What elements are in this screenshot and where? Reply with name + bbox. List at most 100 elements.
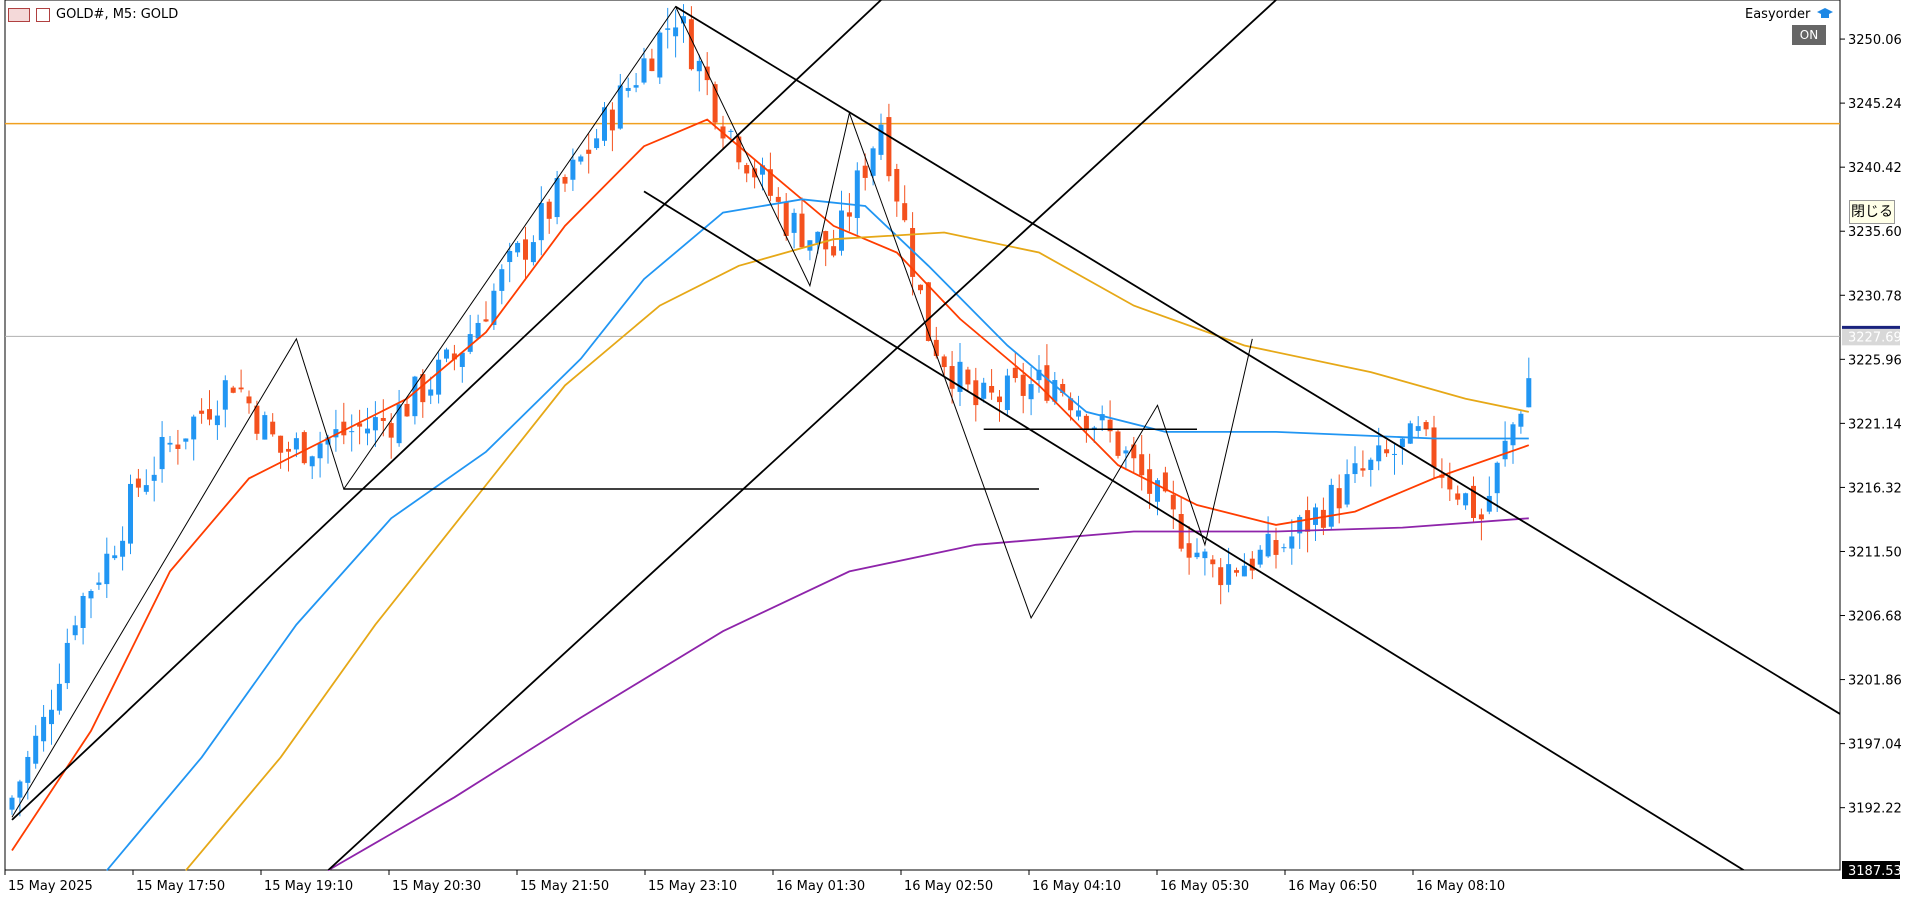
candle [1415, 416, 1421, 438]
x-tick-label: 15 May 21:50 [520, 879, 609, 894]
candle [641, 47, 647, 85]
candle [1234, 567, 1239, 577]
candle [286, 441, 291, 472]
candle [862, 153, 868, 191]
chart-title: GOLD#, M5: GOLD [8, 7, 178, 22]
candle [1494, 461, 1500, 512]
easyorder-on-button[interactable]: ON [1792, 25, 1826, 45]
candle [483, 301, 489, 323]
candle [467, 314, 473, 355]
candle [230, 385, 236, 394]
candle [1407, 420, 1413, 445]
candle [301, 430, 307, 465]
candle [436, 352, 442, 404]
candle [515, 241, 521, 257]
candle [135, 468, 141, 497]
candle [1360, 450, 1366, 477]
candle [238, 369, 244, 393]
candle [499, 264, 505, 305]
candle [791, 208, 797, 249]
candle [17, 779, 23, 817]
candle [673, 9, 679, 58]
candle [444, 347, 449, 363]
candle [412, 375, 418, 425]
candle [918, 284, 923, 295]
candle [1447, 462, 1453, 501]
candle [396, 389, 402, 447]
candle [199, 398, 205, 424]
candle [1328, 478, 1334, 531]
candle [1510, 422, 1516, 464]
candle [665, 7, 671, 49]
candle [222, 375, 228, 428]
symbol-label: GOLD#, M5: GOLD [56, 7, 179, 22]
candle [1368, 457, 1374, 487]
graduation-cap-icon [1817, 8, 1833, 18]
candle [1186, 526, 1192, 575]
candle [175, 429, 181, 465]
candle [112, 545, 118, 561]
y-tick-label: 3206.68 [1848, 610, 1902, 625]
candle [878, 113, 884, 160]
candle [1399, 437, 1405, 465]
moving-average-3 [185, 231, 1529, 871]
candle [609, 102, 615, 152]
candle [428, 376, 434, 405]
y-tick-label: 3211.50 [1848, 545, 1902, 560]
chart-window-icon [8, 7, 30, 22]
y-tick-label: 3201.86 [1848, 674, 1902, 689]
candle [420, 369, 426, 418]
y-tick-label: 3216.32 [1848, 481, 1902, 496]
candle [404, 397, 410, 417]
candle [538, 186, 544, 256]
current-price-label: 3227.69 [1848, 330, 1902, 345]
candle [1226, 547, 1232, 593]
candle [1052, 371, 1058, 405]
x-tick-label: 16 May 06:50 [1288, 879, 1377, 894]
candle [9, 795, 15, 815]
candle [1281, 543, 1287, 553]
candle [1028, 366, 1034, 416]
trend-line-1 [11, 0, 883, 821]
y-tick-label: 3225.96 [1848, 353, 1902, 368]
y-tick-label: 3250.06 [1848, 33, 1902, 48]
candle [1115, 430, 1121, 459]
y-tick-label: 3230.78 [1848, 289, 1902, 304]
candle [783, 193, 789, 241]
candle [1107, 400, 1113, 443]
candle [546, 198, 552, 234]
candle [207, 390, 212, 426]
candle [41, 704, 47, 752]
candle [214, 400, 220, 440]
candle [1455, 485, 1461, 506]
candle [191, 414, 197, 461]
candle [586, 133, 592, 174]
candle [997, 389, 1002, 422]
candle [989, 369, 995, 400]
candle [633, 73, 639, 93]
candle [293, 432, 299, 458]
x-tick-label: 16 May 05:30 [1160, 879, 1249, 894]
candle [64, 628, 70, 690]
candle [1083, 413, 1089, 443]
candle [1384, 439, 1390, 457]
moving-average-2 [106, 198, 1529, 871]
close-button[interactable]: 閉じる [1849, 200, 1895, 224]
candle [143, 469, 149, 495]
x-tick-label: 15 May 17:50 [136, 879, 225, 894]
candle [1463, 492, 1469, 510]
candle [451, 344, 457, 371]
candle [309, 455, 315, 480]
candle [1194, 538, 1200, 560]
candle [1257, 545, 1263, 568]
candle [657, 30, 663, 84]
candle [128, 474, 133, 555]
candle [475, 314, 481, 340]
candle [56, 663, 62, 715]
candle [1241, 553, 1247, 577]
candle [183, 438, 189, 450]
candle [1478, 508, 1484, 541]
candle [1202, 548, 1208, 576]
y-tick-label: 3245.24 [1848, 97, 1902, 112]
